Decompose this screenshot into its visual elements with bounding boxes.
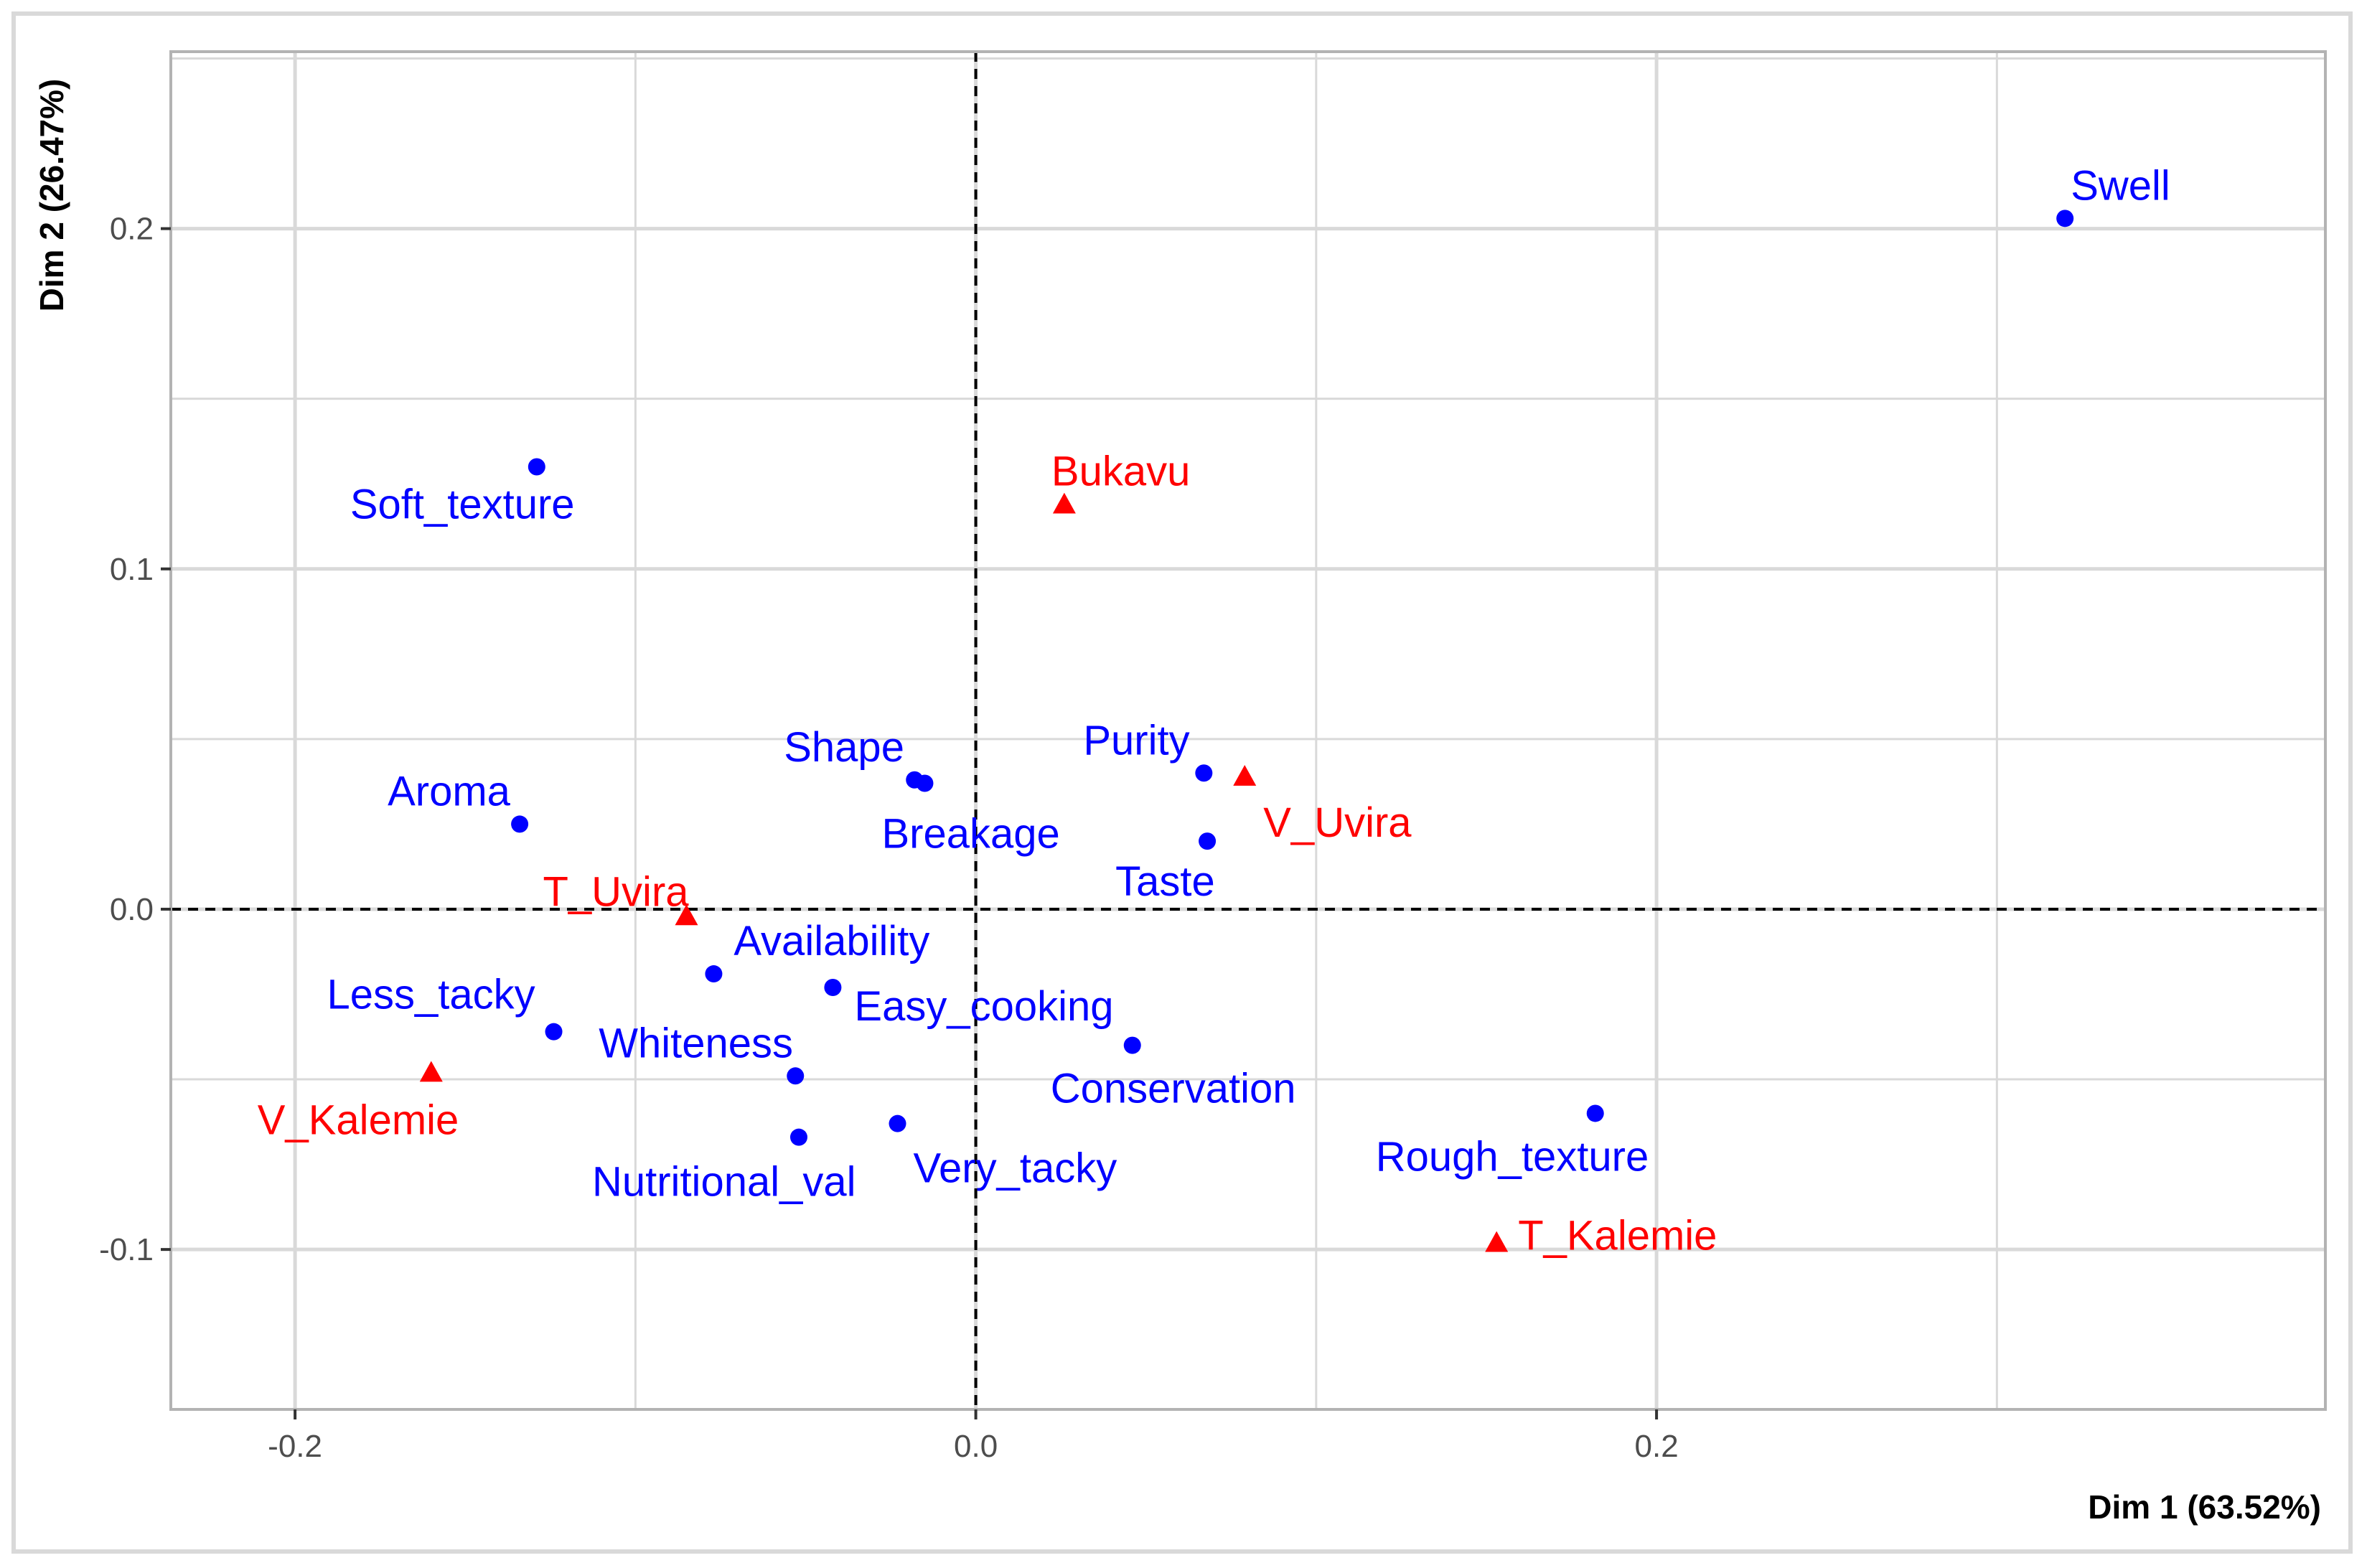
point-marker [1199,832,1217,850]
point-marker [2056,210,2074,227]
triangle-marker [419,1061,443,1082]
point-label: Bukavu [1051,449,1190,495]
point-label: Whiteness [599,1020,793,1066]
point-label: Availability [733,918,929,964]
point-label: Shape [784,724,904,771]
x-axis-title: Dim 1 (63.52%) [2088,1488,2321,1526]
point-labels: Swell Soft_texture Shape Breakage Purity Arom… [258,162,2170,1259]
point-label: V_Kalemie [258,1097,459,1144]
point-label: Aroma [388,768,511,814]
point-marker [528,458,545,476]
point-label: Easy_cooking [854,983,1113,1030]
point-marker [545,1023,563,1041]
point-label: Breakage [881,810,1059,857]
point-label: Nutritional_val [592,1159,856,1206]
point-label: Conservation [1051,1066,1296,1112]
y-tick-label: 0.2 [110,212,154,247]
axis-ticks: -0.2 0.0 0.2 -0.1 0.0 0.1 0.2 [99,212,1679,1464]
point-label: T_Uvira [543,868,689,915]
point-label: Soft_texture [350,482,575,528]
point-label: Purity [1083,717,1189,764]
point-label: Rough_texture [1376,1133,1649,1180]
point-label: Less_tacky [327,972,535,1018]
y-axis-title: Dim 2 (26.47%) [33,79,70,312]
y-tick-label: 0.1 [110,552,154,587]
point-label: V_Uvira [1263,799,1412,846]
point-label: Very_tacky [914,1145,1117,1192]
point-marker [824,979,842,997]
plot-panel [169,50,2327,1411]
point-marker [1195,764,1213,782]
point-marker [1586,1104,1604,1122]
point-marker [789,1128,807,1146]
point-marker [705,965,723,983]
point-marker [916,774,934,792]
point-label: Taste [1115,858,1215,905]
x-tick-label: -0.2 [268,1429,322,1464]
triangle-marker [675,904,698,926]
figure-frame [11,11,2353,1554]
grid-lines [171,52,2325,1409]
point-marker [889,1114,906,1132]
x-tick-label: 0.0 [954,1429,998,1464]
triangle-marker [1233,765,1257,786]
point-marker [1123,1036,1141,1054]
point-label: T_Kalemie [1518,1213,1717,1259]
triangle-marker [1485,1231,1509,1252]
point-marker [511,815,529,833]
point-marker [787,1067,805,1085]
reference-lines [171,52,2325,1409]
y-tick-label: 0.0 [110,892,154,927]
x-tick-label: 0.2 [1635,1429,1679,1464]
data-points [419,210,2074,1252]
y-tick-label: -0.1 [99,1232,154,1267]
triangle-marker [1052,492,1076,514]
point-label: Swell [2071,162,2170,209]
panel-border [169,50,2327,1411]
